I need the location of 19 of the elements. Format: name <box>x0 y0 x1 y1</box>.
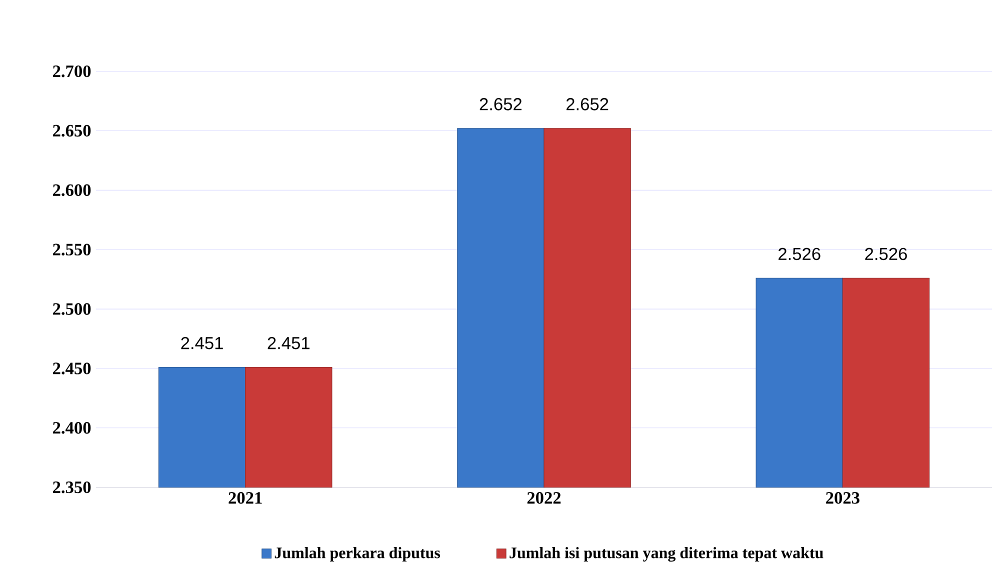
x-tick-label: 2021 <box>228 492 262 504</box>
data-label: 2.526 <box>865 248 907 260</box>
legend-label: Jumlah isi putusan yang diterima tepat waktu <box>510 547 824 562</box>
y-tick-label: 2.650 <box>53 124 91 137</box>
data-label: 2.652 <box>566 98 608 110</box>
x-tick-label: 2022 <box>527 492 561 504</box>
y-tick-label: 2.600 <box>53 184 91 196</box>
y-tick-label: 2.700 <box>53 65 91 78</box>
x-tick-label: 2023 <box>826 492 860 504</box>
y-tick-label: 2.400 <box>53 422 91 434</box>
data-label: 2.526 <box>778 248 820 260</box>
data-label: 2.451 <box>181 336 223 350</box>
y-tick-label: 2.500 <box>53 303 91 315</box>
data-label: 2.652 <box>480 98 522 110</box>
y-tick-label: 2.350 <box>53 481 91 494</box>
data-label: 2.451 <box>268 336 310 350</box>
y-tick-label: 2.550 <box>53 244 91 256</box>
y-tick-label: 2.450 <box>53 362 91 374</box>
legend-label: Jumlah perkara diputus <box>274 547 440 562</box>
